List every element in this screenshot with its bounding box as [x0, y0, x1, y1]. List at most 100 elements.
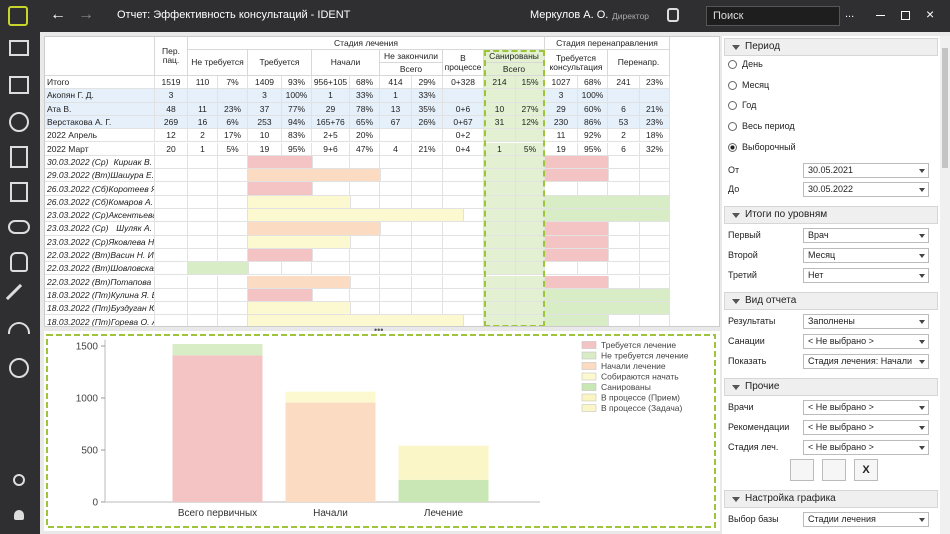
legend-swatch	[581, 372, 597, 381]
minimize-button[interactable]	[876, 15, 885, 16]
scrollbar[interactable]	[940, 36, 950, 534]
visit-cell	[312, 155, 350, 170]
dropdown[interactable]: Месяц	[803, 248, 929, 263]
chart-pane	[44, 331, 720, 531]
table-cell: 20	[155, 142, 188, 156]
visit-cell	[412, 248, 443, 263]
filter-button[interactable]	[790, 459, 814, 481]
visit-cell	[443, 235, 484, 249]
visit-date: 22.03.2022 (Вт)	[47, 263, 111, 274]
table-empty-area	[670, 37, 719, 326]
y-tick-label: 1000	[76, 394, 99, 405]
user-name[interactable]: Меркулов А. О.	[530, 9, 609, 21]
table-cell: 0+328	[443, 76, 484, 90]
dropdown[interactable]: Стадии лечения	[803, 512, 929, 527]
scrollbar-thumb[interactable]	[942, 48, 948, 168]
nav-item[interactable]	[10, 146, 28, 168]
dropdown[interactable]: < Не выбрано >	[803, 334, 929, 349]
nav-item[interactable]	[5, 283, 35, 313]
legend-label: Не требуется лечение	[601, 351, 689, 361]
table-cell	[608, 89, 640, 103]
radio-label[interactable]: Весь период	[742, 121, 795, 132]
visit-cell	[484, 315, 516, 326]
filter-button[interactable]	[822, 459, 846, 481]
visit-cell	[484, 155, 516, 170]
status-band	[545, 155, 609, 169]
nav-item[interactable]	[9, 76, 29, 94]
visit-cell	[380, 155, 412, 170]
nav-item[interactable]	[9, 40, 29, 56]
date-field[interactable]: 30.05.2021	[803, 163, 929, 178]
search-box[interactable]: Поиск	[706, 6, 840, 26]
maximize-button[interactable]	[901, 11, 910, 20]
close-button[interactable]: ×	[926, 6, 935, 22]
nav-item[interactable]	[9, 112, 29, 132]
dropdown[interactable]: Врач	[803, 228, 929, 243]
radio-label[interactable]: Месяц	[742, 79, 770, 90]
table-cell: 6	[608, 102, 640, 116]
radio-button[interactable]	[728, 142, 737, 152]
app-logo[interactable]	[8, 6, 28, 26]
nav-item[interactable]	[9, 358, 29, 378]
status-band	[545, 288, 671, 302]
dropdown[interactable]: < Не выбрано >	[803, 440, 929, 455]
visit-cell	[312, 182, 350, 196]
table-cell: 11	[545, 129, 578, 143]
field-label: Стадия леч.	[728, 442, 779, 452]
visit-cell	[218, 195, 248, 209]
radio-label[interactable]: Год	[742, 100, 757, 111]
clear-button[interactable]: X	[854, 459, 878, 481]
nav-item[interactable]	[10, 252, 28, 272]
profile-button[interactable]	[14, 510, 24, 520]
nav-item[interactable]	[8, 322, 30, 334]
section-header[interactable]: Вид отчета	[724, 292, 938, 310]
radio-button[interactable]	[728, 101, 737, 111]
radio-button[interactable]	[728, 80, 737, 90]
nav-item[interactable]	[10, 182, 28, 202]
dropdown[interactable]: < Не выбрано >	[803, 420, 929, 435]
section-header[interactable]: Прочие	[724, 378, 938, 396]
visit-cell	[155, 315, 188, 326]
settings-button[interactable]	[13, 474, 25, 486]
radio-label[interactable]: День	[742, 59, 763, 69]
visit-cell	[484, 182, 516, 196]
visit-row-label: 22.03.2022 (Вт)Потапова К. В.	[45, 275, 155, 289]
section-header[interactable]: Итоги по уровням	[724, 206, 938, 224]
column-header: Пер. пац.	[155, 37, 188, 76]
legend-swatch	[581, 362, 597, 370]
report-table: Пер. пац. Стадия лечения Стадия перенаправ…	[44, 36, 720, 327]
radio-button[interactable]	[728, 60, 737, 69]
nav-item[interactable]	[8, 220, 30, 234]
table-cell: 13	[380, 102, 412, 116]
forward-button[interactable]: →	[78, 6, 94, 23]
radio-label[interactable]: Выборочный	[742, 141, 796, 152]
visit-cell	[443, 195, 484, 209]
visit-cell	[545, 262, 578, 276]
phone-icon[interactable]	[667, 8, 679, 22]
section-header[interactable]: Период	[724, 38, 938, 56]
table-cell: 956+105	[312, 76, 350, 90]
dropdown[interactable]: Заполнены	[803, 314, 929, 329]
table-cell: 78%	[350, 102, 380, 116]
visit-row-label: 18.03.2022 (Пт) Горева О. А.	[45, 315, 155, 326]
table-cell: 21%	[412, 142, 443, 156]
dropdown[interactable]: Нет	[803, 268, 929, 283]
visit-cell	[412, 302, 443, 316]
date-field[interactable]: 30.05.2022	[803, 182, 929, 197]
table-cell: 2	[608, 129, 640, 143]
radio-button[interactable]	[728, 122, 737, 132]
visit-cell	[484, 169, 516, 183]
visit-doctor: Коротеев Я. Р.	[108, 183, 154, 194]
splitter[interactable]: •••	[374, 325, 384, 335]
section-header[interactable]: Настройка графика	[724, 490, 938, 508]
dropdown[interactable]: Стадия лечения: Начали	[803, 354, 929, 369]
visit-cell	[188, 209, 218, 223]
back-button[interactable]: ←	[50, 6, 66, 23]
legend-swatch	[581, 404, 597, 412]
visit-cell	[443, 302, 484, 316]
more-button[interactable]: ...	[845, 8, 855, 20]
table-cell: 1409	[248, 76, 282, 90]
dropdown[interactable]: < Не выбрано >	[803, 400, 929, 415]
visit-date: 23.03.2022 (Ср)	[47, 223, 109, 234]
visit-cell	[412, 195, 443, 209]
